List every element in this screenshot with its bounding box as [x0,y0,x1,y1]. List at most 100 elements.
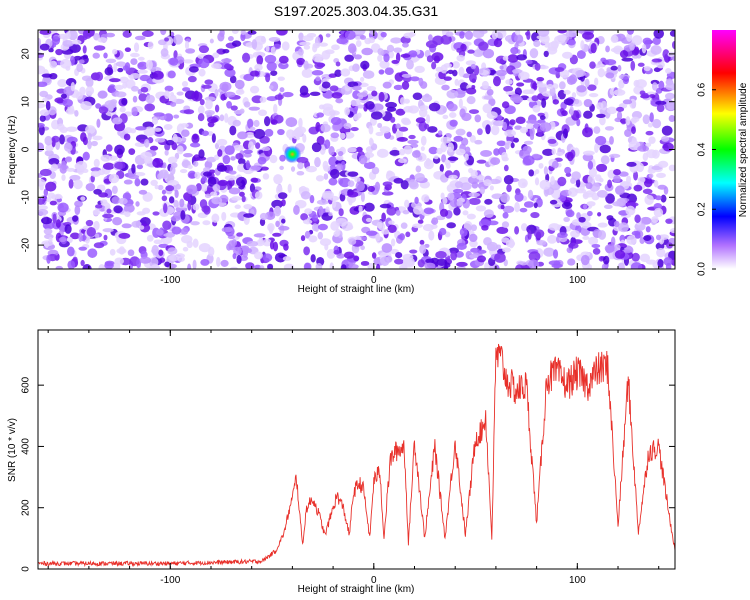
heatmap-cell [424,262,436,269]
heatmap-cell [377,48,384,56]
heatmap-cell [375,233,381,242]
heatmap-cell [502,55,509,61]
heatmap-cell [561,51,573,59]
heatmap-cell [459,31,465,39]
heatmap-cell [394,258,404,265]
heatmap-cell [293,205,300,216]
heatmap-cell [235,176,247,187]
heatmap-cell [190,221,200,226]
heatmap-cell [131,85,139,92]
heatmap-cell [223,63,232,70]
heatmap-cell [223,91,236,98]
heatmap-cell [322,190,334,199]
heatmap-cell [360,260,370,266]
heatmap-cell [186,184,198,195]
heatmap-cell [38,178,46,187]
heatmap-cell [595,135,607,146]
heatmap-cell [514,34,524,44]
snr-x-tick-label: 0 [371,575,377,586]
heatmap-cell [153,127,162,132]
heatmap-cell [355,36,361,41]
heatmap-cell [181,81,189,88]
heatmap-cell [323,165,331,172]
heatmap-cell [650,45,662,55]
heatmap-cell [209,191,218,197]
heatmap-cell [393,47,403,53]
heatmap-cell [173,114,180,119]
heatmap-cell [276,184,283,196]
heatmap-cell [164,90,170,100]
heatmap-cell [184,40,190,50]
heatmap-cell [162,162,167,169]
heatmap-cell [198,149,205,159]
heatmap-cell [630,262,643,269]
heatmap-cell [350,99,357,107]
heatmap-cell [500,193,510,203]
heatmap-cell [39,109,50,116]
heatmap-cell [397,234,403,239]
heatmap-cell [262,146,271,152]
heatmap-cell [350,126,359,132]
heatmap-cell [574,98,580,105]
heatmap-cell [399,148,406,156]
heatmap-cell [426,114,431,124]
heatmap-cell [531,95,539,102]
heatmap-cell [39,43,50,51]
heatmap-cell [489,185,494,191]
heatmap-cell [60,93,67,99]
heatmap-cell [442,106,447,113]
heatmap-cell [230,105,238,111]
heatmap-cell [152,70,164,80]
heatmap-cell [335,163,344,171]
heatmap-cell [161,195,168,202]
heatmap-cell [339,132,346,140]
snr-x-axis: -100 0 100 [47,330,660,586]
heatmap-cell [242,247,249,258]
heatmap-cell [179,198,185,208]
heatmap-cell [330,168,340,179]
heatmap-cell [76,63,83,73]
heatmap-cell [381,228,390,235]
heatmap-cell [459,82,469,91]
heatmap-cell [119,106,126,113]
heatmap-cell [522,145,532,155]
heatmap-cell [52,213,57,224]
heatmap-cell [381,191,394,196]
heatmap-cell [135,201,140,207]
heatmap-cell [433,155,439,160]
heatmap-cell [587,210,593,217]
heatmap-cell [224,68,236,78]
heatmap-cell [343,251,355,259]
heatmap-cell [547,234,557,244]
heatmap-cell [123,179,133,185]
heatmap-cell [455,128,466,136]
heatmap-cell [71,39,82,45]
heatmap-cell [507,54,519,63]
snr-x-label: Height of straight line (km) [298,584,415,595]
heatmap-cell [474,114,482,123]
heatmap-cell [598,230,607,240]
snr-series-line [38,343,675,568]
heatmap-cell [67,260,76,269]
spectrogram-x-tick-label: -100 [160,275,180,286]
heatmap-cell [620,118,628,124]
heatmap-cell [626,235,637,245]
heatmap-cell [160,30,167,36]
heatmap-cell [555,151,564,157]
heatmap-cell [577,30,585,34]
heatmap-cell [588,236,599,246]
heatmap-cell [395,123,401,130]
heatmap-cell [122,65,130,71]
heatmap-cell [324,139,331,149]
heatmap-cell [435,66,444,72]
heatmap-cell [502,247,511,253]
heatmap-cell [173,34,184,45]
heatmap-cell [55,265,63,269]
heatmap-cell [239,191,245,197]
heatmap-cell [493,120,505,127]
heatmap-cell [41,73,53,78]
heatmap-cell [445,31,454,37]
heatmap-cell [198,68,206,77]
heatmap-cell [448,174,458,180]
heatmap-cell [329,110,340,116]
